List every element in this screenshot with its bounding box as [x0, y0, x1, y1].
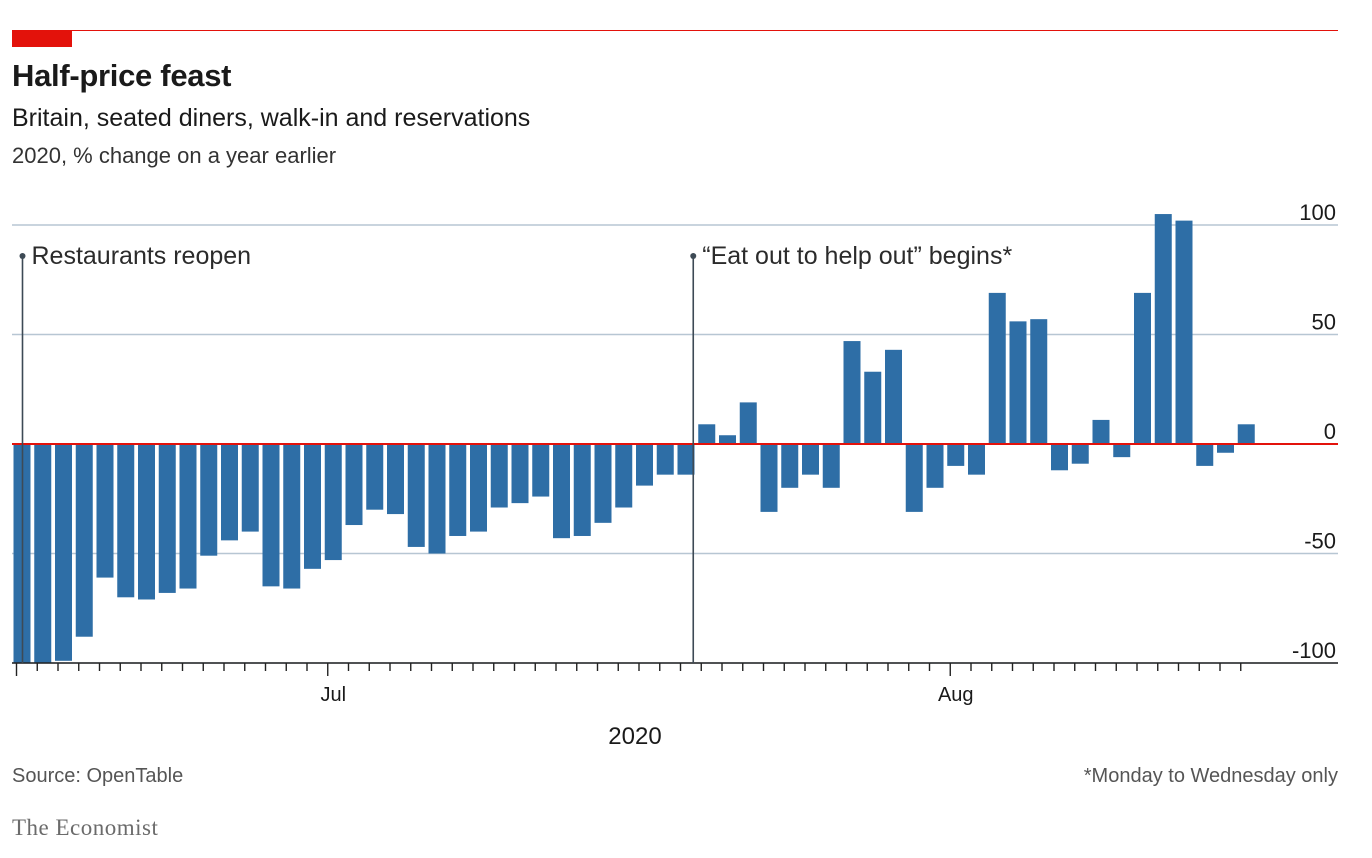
brand-red-tag: [12, 30, 72, 47]
bar: [1237, 424, 1255, 444]
annotation-label: Restaurants reopen: [32, 242, 252, 270]
footnote: *Monday to Wednesday only: [1083, 765, 1338, 787]
bar: [802, 444, 819, 475]
bar: [345, 444, 363, 526]
bar: [324, 444, 342, 561]
bar: [1196, 444, 1214, 466]
bar: [158, 444, 176, 593]
bar: [34, 444, 52, 663]
bar: [677, 444, 695, 475]
bar: [490, 444, 508, 508]
bar: [221, 444, 238, 541]
bar: [138, 444, 155, 600]
bar: [511, 444, 529, 504]
y-tick-label: -50: [1304, 529, 1336, 554]
bar: [1092, 419, 1110, 444]
bar: [241, 444, 259, 532]
bar: [553, 444, 570, 539]
bar: [75, 444, 93, 637]
bar: [1175, 220, 1193, 444]
bar: [947, 444, 965, 466]
bar: [739, 402, 757, 444]
bar: [366, 444, 384, 510]
annotation-dot: [19, 253, 26, 259]
top-rule: [12, 30, 1338, 31]
y-tick-label: 100: [1299, 200, 1336, 225]
bar: [304, 444, 321, 569]
bar: [1051, 444, 1068, 471]
bar: [55, 444, 72, 661]
bar: [1217, 444, 1234, 453]
bar: [636, 444, 653, 486]
y-tick-label: 0: [1324, 419, 1336, 444]
bar: [1009, 321, 1027, 444]
bar: [96, 444, 114, 578]
bar: [905, 444, 923, 512]
bar: [760, 444, 778, 512]
bar: [1154, 214, 1172, 444]
bar: [262, 444, 280, 587]
y-tick-label: -100: [1292, 638, 1336, 663]
chart-title: Half-price feast: [12, 58, 232, 93]
y-tick-label: 50: [1312, 310, 1336, 335]
bar: [926, 444, 944, 488]
bar: [1134, 292, 1151, 444]
bar: [781, 444, 799, 488]
bar: [283, 444, 301, 589]
x-month-label: Aug: [938, 684, 974, 706]
bar: [594, 444, 612, 523]
bar: [843, 341, 861, 444]
bar: [988, 292, 1006, 444]
bar: [615, 444, 633, 508]
bar: [387, 444, 404, 515]
bar: [885, 349, 902, 444]
bar: [179, 444, 197, 589]
annotation-dot: [690, 253, 697, 259]
bar-chart: 100 50 0 -50 -100 Jul Aug 2020 Restaurants reope…: [12, 200, 1338, 750]
economist-logo: The Economist: [12, 815, 159, 840]
bar: [1030, 319, 1048, 444]
bar: [656, 444, 674, 475]
bar: [719, 435, 736, 444]
chart-unit-label: 2020, % change on a year earlier: [12, 143, 337, 168]
bar: [822, 444, 840, 488]
x-month-label: Jul: [320, 684, 346, 706]
source-note: Source: OpenTable: [12, 765, 184, 787]
bar: [1113, 444, 1131, 458]
bar: [864, 371, 882, 444]
bar: [968, 444, 985, 475]
bar: [407, 444, 425, 547]
bar: [573, 444, 591, 536]
chart-subtitle: Britain, seated diners, walk-in and rese…: [12, 104, 531, 132]
bar: [428, 444, 446, 554]
bar: [1071, 444, 1089, 464]
bar: [117, 444, 135, 598]
bar: [470, 444, 487, 532]
bar: [200, 444, 218, 556]
x-axis-title: 2020: [608, 723, 661, 750]
bar: [698, 424, 716, 444]
annotation-label: “Eat out to help out” begins*: [702, 242, 1012, 270]
bar: [532, 444, 550, 497]
bar: [449, 444, 467, 536]
